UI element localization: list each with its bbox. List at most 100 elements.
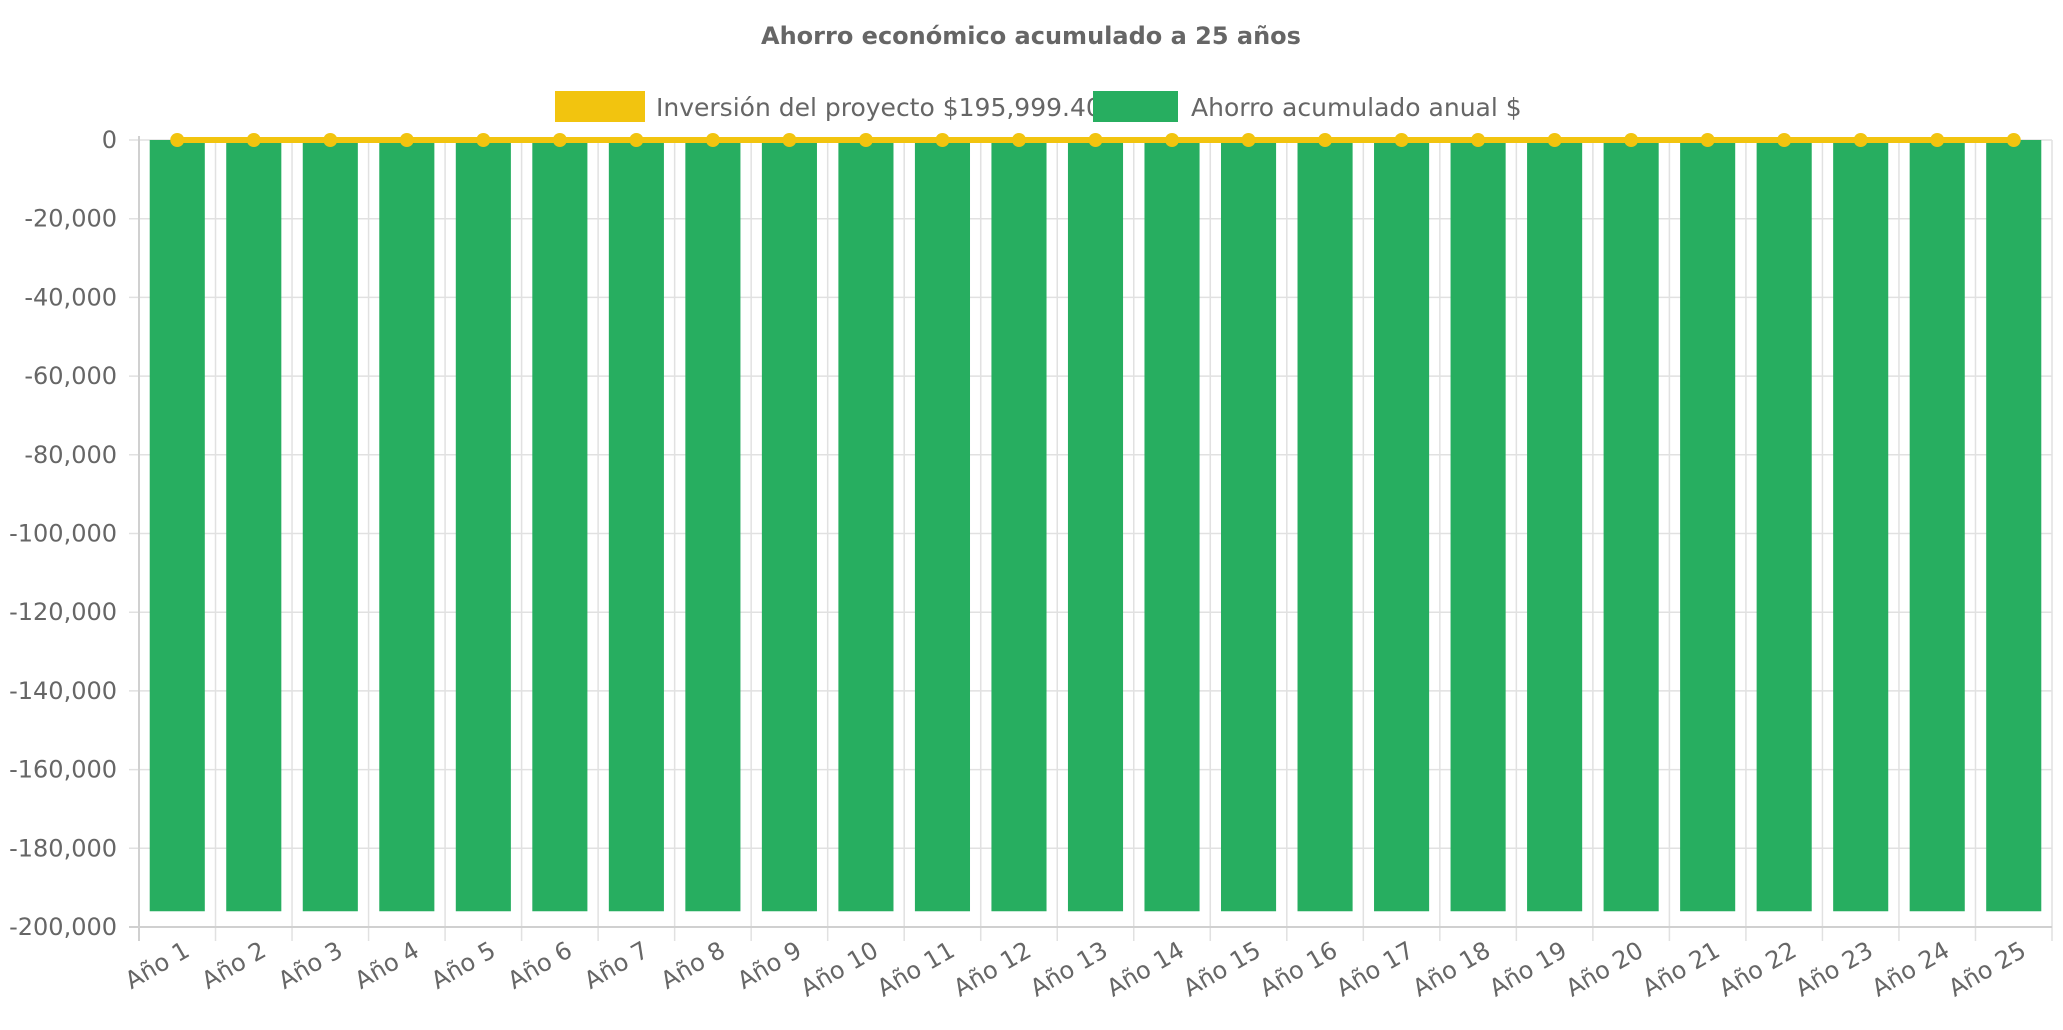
x-tick-label: Año 10 — [796, 936, 883, 1002]
x-tick-label: Año 4 — [350, 936, 424, 995]
x-tick-label: Año 1 — [120, 936, 194, 995]
x-tick-label: Año 11 — [872, 936, 959, 1002]
x-tick-label: Año 15 — [1178, 936, 1265, 1002]
investment-point-21 — [1700, 133, 1715, 147]
bar-25 — [1986, 140, 2042, 912]
y-tick-label: -160,000 — [9, 756, 117, 784]
x-tick-label: Año 8 — [656, 936, 730, 995]
y-tick-label: -80,000 — [24, 441, 117, 469]
x-tick-label: Año 20 — [1561, 936, 1648, 1002]
bar-16 — [1297, 140, 1353, 912]
bar-series — [149, 140, 2042, 912]
bar-15 — [1220, 140, 1277, 912]
investment-point-18 — [1471, 133, 1486, 147]
investment-point-1 — [170, 133, 185, 147]
investment-point-25 — [2006, 133, 2021, 147]
chart-legend[interactable]: Inversión del proyecto $195,999.40 Ahorr… — [555, 91, 1522, 122]
bar-22 — [1756, 140, 1812, 912]
bar-19 — [1527, 140, 1583, 912]
bar-2 — [226, 140, 282, 912]
investment-point-17 — [1394, 133, 1409, 147]
x-tick-label: Año 12 — [949, 936, 1036, 1002]
x-tick-label: Año 18 — [1408, 936, 1495, 1002]
y-tick-label: -20,000 — [24, 205, 117, 233]
investment-point-9 — [782, 133, 797, 147]
x-tick-label: Año 2 — [197, 936, 271, 995]
x-axis-ticks: Año 1 Año 2 Año 3 Año 4 Año 5 Año 6 Año 7 Año 8… — [120, 936, 2030, 1002]
bar-20 — [1603, 140, 1659, 912]
investment-point-4 — [399, 133, 414, 147]
bar-1 — [149, 140, 205, 912]
x-tick-label: Año 3 — [273, 936, 347, 995]
line-series — [170, 133, 2021, 147]
legend-item-investment[interactable]: Inversión del proyecto $195,999.40 — [555, 91, 1102, 122]
bar-13 — [1067, 140, 1124, 912]
investment-point-11 — [935, 133, 950, 147]
x-tick-label: Año 22 — [1714, 936, 1801, 1002]
y-tick-label: 0 — [102, 126, 117, 154]
x-tick-label: Año 17 — [1331, 936, 1418, 1002]
investment-point-8 — [705, 133, 720, 147]
x-tick-label: Año 6 — [503, 936, 577, 995]
bar-6 — [532, 140, 588, 912]
bar-21 — [1680, 140, 1736, 912]
x-tick-label: Año 19 — [1484, 936, 1571, 1002]
x-tick-label: Año 16 — [1255, 936, 1342, 1002]
investment-point-20 — [1624, 133, 1639, 147]
bar-12 — [991, 140, 1047, 912]
bar-24 — [1909, 140, 1965, 912]
y-tick-label: -180,000 — [9, 834, 117, 862]
bar-11 — [914, 140, 971, 912]
investment-point-6 — [552, 133, 567, 147]
bar-7 — [608, 140, 664, 912]
bar-3 — [302, 140, 358, 912]
x-tick-label: Año 23 — [1791, 936, 1878, 1002]
investment-point-19 — [1547, 133, 1562, 147]
investment-point-5 — [476, 133, 491, 147]
y-tick-label: -100,000 — [9, 520, 117, 548]
chart-title: Ahorro económico acumulado a 25 años — [761, 22, 1301, 50]
x-tick-label: Año 21 — [1637, 936, 1724, 1002]
y-tick-label: -60,000 — [24, 362, 117, 390]
bar-17 — [1374, 140, 1430, 912]
bar-8 — [685, 140, 741, 912]
investment-point-23 — [1853, 133, 1868, 147]
bar-18 — [1450, 140, 1506, 912]
investment-point-14 — [1165, 133, 1180, 147]
investment-point-10 — [858, 133, 873, 147]
investment-point-3 — [323, 133, 338, 147]
bar-9 — [761, 140, 817, 912]
y-tick-label: -120,000 — [9, 598, 117, 626]
legend-swatch-investment — [555, 91, 645, 122]
investment-point-2 — [246, 133, 261, 147]
legend-swatch-savings — [1093, 91, 1178, 122]
investment-point-16 — [1318, 133, 1333, 147]
x-tick-label: Año 24 — [1867, 936, 1954, 1002]
investment-point-22 — [1777, 133, 1792, 147]
investment-point-24 — [1930, 133, 1945, 147]
x-tick-label: Año 25 — [1944, 936, 2031, 1002]
bar-23 — [1833, 140, 1889, 912]
y-axis-ticks: 0 -20,000 -40,000 -60,000 -80,000 -100,000 -12… — [9, 126, 117, 941]
y-tick-label: -40,000 — [24, 283, 117, 311]
investment-point-13 — [1088, 133, 1103, 147]
investment-point-7 — [629, 133, 644, 147]
bar-4 — [379, 140, 435, 912]
bar-5 — [455, 140, 511, 912]
investment-point-15 — [1241, 133, 1256, 147]
bar-14 — [1144, 140, 1200, 912]
x-tick-label: Año 9 — [732, 936, 806, 995]
x-tick-label: Año 14 — [1102, 936, 1189, 1002]
legend-label-savings: Ahorro acumulado anual $ — [1191, 93, 1522, 122]
y-tick-label: -200,000 — [9, 913, 117, 941]
x-tick-label: Año 7 — [579, 936, 653, 995]
bar-10 — [838, 140, 894, 912]
y-tick-label: -140,000 — [9, 677, 117, 705]
investment-point-12 — [1011, 133, 1026, 147]
chart-axes — [129, 136, 2052, 941]
x-tick-label: Año 13 — [1025, 936, 1112, 1002]
legend-item-savings[interactable]: Ahorro acumulado anual $ — [1093, 91, 1522, 122]
legend-label-investment: Inversión del proyecto $195,999.40 — [656, 93, 1102, 122]
x-tick-label: Año 5 — [426, 936, 500, 995]
